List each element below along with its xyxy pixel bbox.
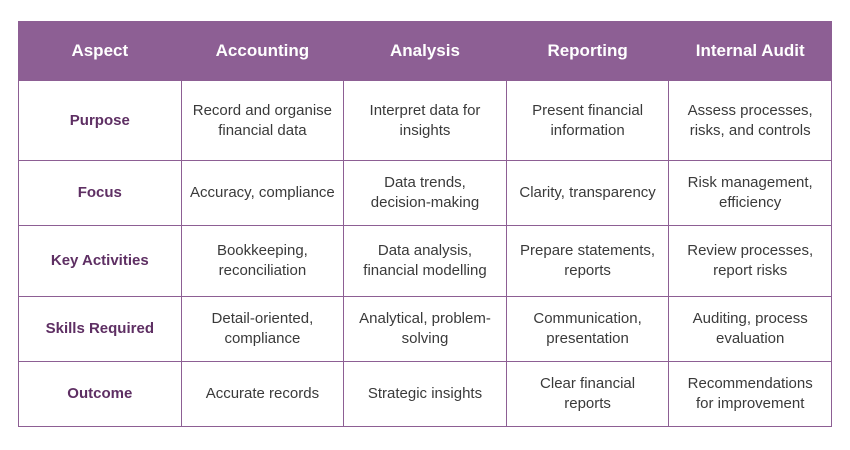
table-cell: Accuracy, compliance [180,160,345,226]
table-cell: Prepare statements, reports [505,225,670,297]
header-cell: Reporting [505,21,670,81]
header-cell: Internal Audit [668,21,832,81]
table-head: Aspect Accounting Analysis Reporting Interna… [18,21,832,81]
row-label: Skills Required [18,296,182,362]
comparison-table: Aspect Accounting Analysis Reporting Interna… [18,21,832,427]
table-cell: Present financial information [505,80,670,161]
table-cell: Clear financial reports [505,361,670,427]
header-cell: Analysis [343,21,507,81]
row-label: Outcome [18,361,182,427]
table-cell: Strategic insights [343,361,507,427]
table-cell: Detail-oriented, compliance [180,296,345,362]
table-cell: Communication, presentation [505,296,670,362]
table-cell: Clarity, transparency [505,160,670,226]
table-body: Purpose Record and organise financial dat… [18,80,832,427]
header-row: Aspect Accounting Analysis Reporting Interna… [18,21,832,81]
table-cell: Record and organise financial data [180,80,345,161]
table-container: Aspect Accounting Analysis Reporting Interna… [18,21,832,427]
table-row: Key Activities Bookkeeping, reconciliatio… [18,225,832,297]
table-cell: Data analysis, financial modelling [343,225,507,297]
row-label: Purpose [18,80,182,161]
table-cell: Review processes, report risks [668,225,832,297]
table-cell: Analytical, problem-solving [343,296,507,362]
row-label: Focus [18,160,182,226]
table-cell: Assess processes, risks, and controls [668,80,832,161]
table-cell: Risk management, efficiency [668,160,832,226]
table-cell: Auditing, process evaluation [668,296,832,362]
table-row: Skills Required Detail-oriented, complian… [18,296,832,362]
table-row: Outcome Accurate records Strategic insight… [18,361,832,427]
table-cell: Accurate records [180,361,345,427]
header-cell: Accounting [180,21,345,81]
table-cell: Data trends, decision-making [343,160,507,226]
table-cell: Interpret data for insights [343,80,507,161]
row-label: Key Activities [18,225,182,297]
table-cell: Bookkeeping, reconciliation [180,225,345,297]
table-cell: Recommendations for improvement [668,361,832,427]
table-row: Focus Accuracy, compliance Data trends, de… [18,160,832,226]
table-row: Purpose Record and organise financial dat… [18,80,832,161]
header-cell: Aspect [18,21,182,81]
